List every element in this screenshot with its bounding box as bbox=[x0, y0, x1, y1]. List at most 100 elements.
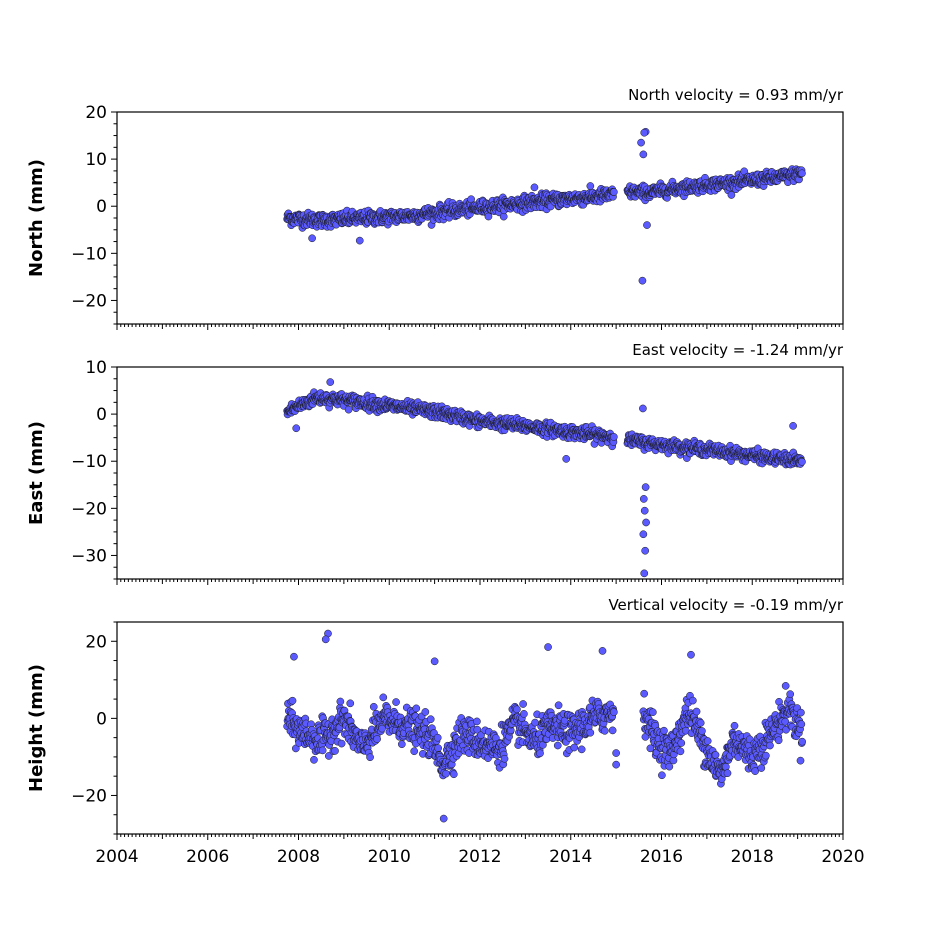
data-point bbox=[449, 770, 458, 779]
data-point bbox=[781, 717, 790, 726]
data-point bbox=[378, 724, 386, 733]
y-tick-label: 20 bbox=[85, 632, 107, 652]
data-point bbox=[786, 690, 795, 699]
x-tick-label: 2010 bbox=[368, 847, 411, 867]
east-markers bbox=[283, 378, 806, 578]
y-tick-label: 0 bbox=[96, 197, 107, 217]
y-tick-label: 0 bbox=[96, 709, 107, 729]
data-point bbox=[379, 693, 388, 702]
data-point bbox=[798, 169, 806, 178]
outlier-point bbox=[544, 643, 552, 651]
y-tick-label: −30 bbox=[71, 546, 107, 566]
outlier-point bbox=[612, 760, 620, 769]
outlier-point bbox=[641, 546, 650, 555]
data-point bbox=[610, 188, 618, 196]
x-tick-label: 2004 bbox=[95, 847, 138, 867]
data-point bbox=[433, 733, 442, 742]
data-point bbox=[373, 735, 381, 743]
data-point bbox=[324, 752, 333, 760]
y-tick-label: −20 bbox=[71, 786, 107, 806]
outlier-point bbox=[430, 657, 439, 666]
data-point bbox=[646, 744, 655, 753]
outlier-point bbox=[642, 518, 650, 527]
data-point bbox=[692, 707, 701, 716]
outlier-point bbox=[639, 530, 648, 539]
outlier-point bbox=[598, 647, 607, 655]
data-point bbox=[665, 762, 674, 771]
east-panel: −30 −20 −10 0 10 East velocity = -1.24 mm/yr… bbox=[26, 341, 844, 585]
data-point bbox=[796, 756, 805, 765]
data-point bbox=[600, 726, 609, 735]
y-tick-label: 10 bbox=[85, 150, 107, 170]
height-axes: −20 0 20 2004 2006 2008 2010 2012 2014 2016 2018 20… bbox=[71, 621, 865, 867]
outlier-point bbox=[562, 455, 571, 463]
outlier-point bbox=[292, 424, 301, 433]
outlier-point bbox=[640, 506, 649, 515]
x-tick-label: 2018 bbox=[731, 847, 774, 867]
outlier-point bbox=[637, 138, 645, 147]
data-point bbox=[677, 739, 686, 747]
outlier-point bbox=[290, 652, 298, 661]
data-point bbox=[722, 763, 730, 771]
outlier-point bbox=[639, 150, 648, 159]
x-tick-label: 2006 bbox=[186, 847, 229, 867]
data-point bbox=[703, 737, 712, 745]
vertical-velocity-label: Vertical velocity = -0.19 mm/yr bbox=[608, 596, 843, 614]
x-tick-label: 2020 bbox=[821, 847, 864, 867]
data-point bbox=[318, 746, 327, 755]
data-point bbox=[554, 701, 563, 710]
data-point bbox=[648, 708, 657, 717]
x-tick-label: 2014 bbox=[549, 847, 592, 867]
east-axes: −30 −20 −10 0 10 bbox=[71, 358, 844, 585]
data-point bbox=[797, 720, 806, 729]
data-point bbox=[762, 751, 770, 760]
outlier-point bbox=[639, 495, 648, 503]
y-tick-label: 0 bbox=[96, 405, 107, 425]
data-point bbox=[586, 728, 595, 737]
data-point bbox=[392, 698, 400, 706]
data-point bbox=[473, 725, 482, 734]
data-point bbox=[531, 718, 539, 727]
data-point bbox=[366, 753, 374, 762]
outlier-point bbox=[643, 221, 651, 229]
data-point bbox=[484, 212, 493, 221]
outlier-point bbox=[638, 276, 647, 285]
data-point bbox=[331, 747, 339, 755]
data-point bbox=[536, 749, 544, 758]
outlier-point bbox=[641, 483, 650, 491]
data-point bbox=[500, 754, 509, 763]
data-point bbox=[610, 708, 618, 716]
data-point bbox=[660, 726, 668, 735]
outlier-point bbox=[321, 635, 330, 644]
y-tick-label: −10 bbox=[71, 452, 107, 472]
data-point bbox=[774, 736, 783, 745]
outlier-point bbox=[612, 749, 620, 757]
data-point bbox=[751, 767, 759, 775]
outlier-point bbox=[439, 814, 448, 823]
data-point bbox=[310, 755, 318, 764]
y-tick-label: 10 bbox=[85, 358, 107, 378]
north-markers bbox=[283, 127, 806, 285]
data-point bbox=[757, 764, 766, 772]
data-point bbox=[727, 191, 736, 199]
y-tick-label: −10 bbox=[71, 244, 107, 264]
data-point bbox=[798, 737, 807, 746]
outlier-point bbox=[355, 236, 364, 245]
data-point bbox=[442, 769, 450, 778]
data-point bbox=[473, 717, 481, 726]
data-point bbox=[412, 704, 421, 713]
data-point bbox=[519, 700, 527, 708]
data-point bbox=[798, 457, 806, 466]
east-velocity-label: East velocity = -1.24 mm/yr bbox=[632, 341, 844, 359]
y-tick-label: −20 bbox=[71, 291, 107, 311]
data-point bbox=[577, 745, 586, 754]
data-point bbox=[421, 708, 430, 716]
data-point bbox=[766, 741, 774, 750]
data-point bbox=[570, 743, 579, 752]
north-axes: −20 −10 0 10 20 bbox=[71, 103, 844, 330]
data-point bbox=[723, 769, 732, 778]
north-velocity-label: North velocity = 0.93 mm/yr bbox=[628, 86, 844, 104]
outlier-point bbox=[640, 128, 649, 137]
